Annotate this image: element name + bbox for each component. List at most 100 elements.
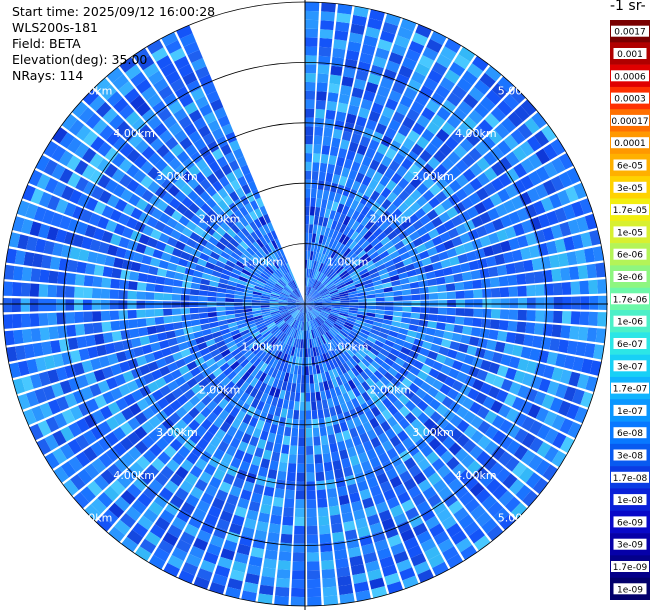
ray-bin	[362, 325, 372, 332]
ray-bin	[357, 265, 367, 273]
ray-bin	[535, 297, 545, 309]
ray-bin	[307, 596, 322, 606]
ray-bin	[416, 530, 432, 545]
ray-bin	[20, 313, 31, 328]
ray-bin	[399, 567, 416, 581]
ray-bin	[481, 135, 496, 151]
ray-bin	[61, 185, 75, 201]
ray-bin	[531, 112, 547, 129]
ray-bin	[246, 234, 256, 244]
ray-bin	[305, 55, 317, 65]
ray-bin	[433, 204, 446, 216]
ray-bin	[268, 405, 276, 416]
ray-bin	[320, 11, 335, 22]
ray-bin	[536, 441, 552, 458]
ray-bin	[456, 419, 470, 433]
ray-bin	[178, 115, 192, 129]
ray-bin	[305, 295, 309, 304]
ray-bin	[410, 254, 422, 263]
ray-bin	[266, 334, 274, 343]
ray-bin	[373, 151, 385, 163]
ray-bin	[66, 155, 81, 171]
ray-bin	[503, 343, 515, 355]
ray-bin	[541, 125, 557, 142]
ray-bin	[279, 389, 286, 400]
ray-bin	[226, 228, 237, 238]
ray-bin	[132, 522, 149, 538]
ray-bin	[562, 204, 576, 220]
ray-bin	[235, 287, 245, 293]
ray-bin	[355, 223, 365, 234]
range-label: 5.00km	[71, 85, 113, 98]
ray-bin	[194, 171, 206, 184]
ray-bin	[296, 481, 305, 491]
ray-bin	[385, 428, 397, 440]
ray-bin	[360, 402, 371, 413]
ray-bin	[234, 313, 244, 318]
ray-bin	[300, 339, 303, 349]
ray-bin	[216, 156, 228, 168]
ray-bin	[69, 189, 83, 205]
ray-bin	[133, 477, 148, 492]
ray-bin	[178, 63, 194, 78]
ray-bin	[429, 307, 439, 314]
ray-bin	[93, 201, 107, 215]
ray-bin	[431, 216, 443, 228]
ray-bin	[181, 413, 194, 425]
ray-bin	[331, 137, 341, 148]
ray-bin	[290, 337, 296, 347]
ray-bin	[251, 189, 261, 200]
ray-bin	[285, 489, 295, 500]
ray-bin	[302, 312, 304, 322]
ray-bin	[521, 219, 534, 234]
ray-bin	[320, 435, 329, 446]
ray-bin	[490, 287, 501, 298]
ray-bin	[314, 281, 320, 290]
ray-bin	[278, 300, 288, 303]
ray-bin	[331, 301, 341, 304]
ray-bin	[308, 287, 314, 297]
ray-bin	[285, 285, 293, 292]
ray-bin	[305, 206, 310, 216]
ray-bin	[451, 236, 463, 247]
ray-bin	[127, 446, 142, 461]
ray-bin	[446, 456, 460, 471]
ray-bin	[326, 488, 338, 499]
ray-bin	[198, 125, 211, 138]
ray-bin	[395, 462, 408, 476]
ray-bin	[141, 108, 157, 124]
ray-bin	[313, 374, 319, 384]
ray-bin	[88, 212, 101, 227]
ray-bin	[3, 314, 13, 329]
ray-bin	[230, 457, 242, 469]
ray-bin	[132, 252, 144, 263]
colorbar-tick-bg	[611, 137, 649, 149]
ray-bin	[340, 353, 349, 363]
ray-bin	[343, 247, 352, 257]
ray-bin	[563, 355, 576, 370]
ray-bin	[128, 319, 138, 329]
ray-bin	[177, 258, 189, 267]
ray-bin	[101, 230, 114, 243]
ray-bin	[462, 326, 473, 336]
ray-bin	[355, 70, 369, 82]
ray-bin	[319, 312, 329, 319]
ray-bin	[288, 307, 298, 312]
ray-bin	[322, 308, 331, 312]
ray-bin	[233, 351, 244, 361]
ray-bin	[432, 501, 447, 515]
ray-bin	[339, 374, 348, 384]
ray-bin	[243, 250, 253, 259]
ray-bin	[236, 283, 246, 289]
ray-bin	[305, 304, 308, 313]
ray-bin	[299, 304, 305, 312]
ray-bin	[109, 114, 124, 130]
ray-bin	[490, 106, 507, 122]
ray-bin	[360, 271, 370, 279]
ray-bin	[20, 218, 34, 235]
ray-bin	[21, 375, 34, 392]
ray-bin	[283, 507, 294, 517]
ray-bin	[444, 275, 455, 284]
ray-bin	[252, 408, 262, 420]
ray-bin	[500, 298, 510, 309]
